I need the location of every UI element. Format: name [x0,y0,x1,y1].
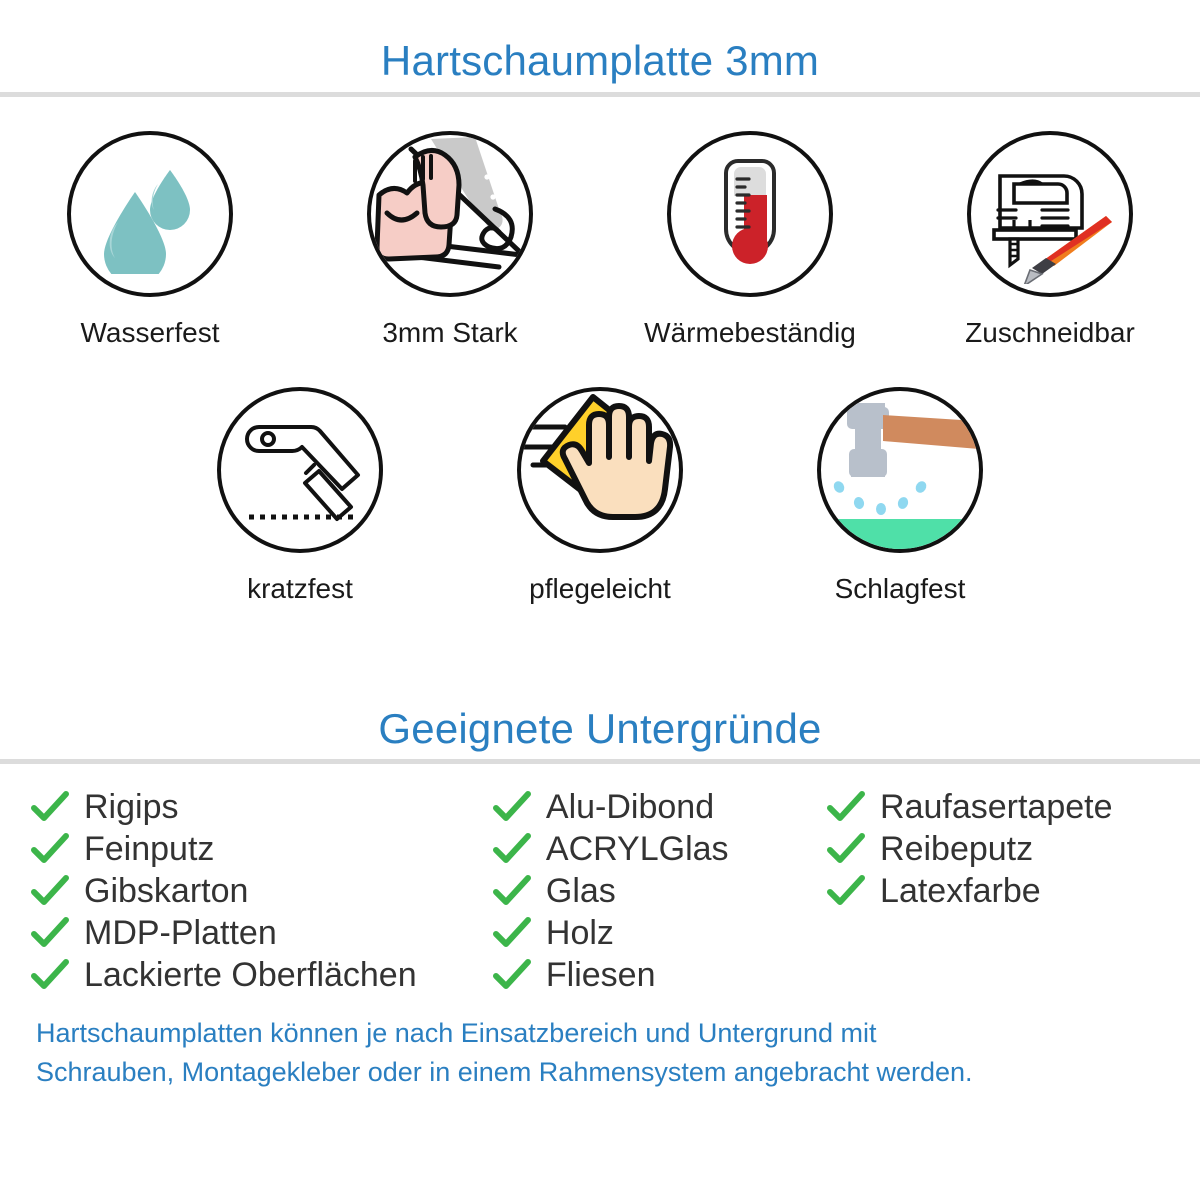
feature-schlagfest: Schlagfest [750,387,1050,605]
footer-line-2: Schrauben, Montagekleber oder in einem R… [36,1057,973,1088]
thermometer-icon [667,131,833,297]
list-item: Reibeputz [826,828,1170,870]
hammer-impact-icon [817,387,983,553]
feature-zuschneidbar: Zuschneidbar [900,131,1200,349]
divider-top [0,92,1200,97]
substrate-column-2: Alu-Dibond ACRYLGlas Glas Holz Fliesen [492,786,826,996]
check-icon [31,791,69,821]
divider-middle [0,759,1200,764]
list-item-label: Feinputz [84,830,215,868]
check-icon [492,959,531,989]
substrate-column-3: Raufasertapete Reibeputz Latexfarbe [826,786,1170,996]
feature-waermebestaendig: Wärmebeständig [600,131,900,349]
list-item-label: Raufasertapete [880,788,1113,826]
feature-label: Schlagfest [834,573,966,604]
list-item: Glas [492,870,826,912]
feature-label: Wasserfest [80,317,220,348]
list-item: Fliesen [492,954,826,996]
feature-label: 3mm Stark [382,317,518,348]
list-item: Alu-Dibond [492,786,826,828]
list-item: Lackierte Oberflächen [30,954,492,996]
feature-pflegeleicht: pflegeleicht [450,387,750,605]
check-icon [31,917,69,947]
list-item-label: Lackierte Oberflächen [84,956,417,994]
feature-row-1: Wasserfest [0,131,1200,349]
list-item: Raufasertapete [826,786,1170,828]
list-item-label: Glas [545,872,616,910]
list-item-label: Latexfarbe [880,872,1041,910]
flexing-arm-icon [367,131,533,297]
list-item: Rigips [30,786,492,828]
list-item-label: Gibskarton [84,872,249,910]
list-item: ACRYLGlas [492,828,826,870]
feature-wasserfest: Wasserfest [0,131,300,349]
check-icon [827,791,866,821]
list-item-label: Reibeputz [880,830,1034,868]
check-icon [492,833,531,863]
list-item-label: Holz [545,914,614,952]
section-title-substrates: Geeignete Untergründe [378,705,822,752]
water-drops-icon [67,131,233,297]
check-icon [827,833,866,863]
page-title: Hartschaumplatte 3mm [380,37,820,84]
cutter-knife-icon [217,387,383,553]
feature-label: Zuschneidbar [965,317,1135,348]
substrate-column-1: Rigips Feinputz Gibskarton MDP-Platten L… [30,786,492,996]
check-icon [31,833,69,863]
list-item-label: Rigips [84,788,179,826]
check-icon [827,875,866,905]
footer-note: Hartschaumplatten können je nach Einsatz… [0,996,1200,1092]
feature-label: Wärmebeständig [644,317,856,348]
feature-label: kratzfest [247,573,353,604]
list-item: MDP-Platten [30,912,492,954]
list-item: Latexfarbe [826,870,1170,912]
footer-line-1: Hartschaumplatten können je nach Einsatz… [36,1018,877,1048]
check-icon [492,875,531,905]
feature-label: pflegeleicht [529,573,671,604]
list-item-label: Alu-Dibond [545,788,715,826]
check-icon [492,917,531,947]
substrate-checklist: Rigips Feinputz Gibskarton MDP-Platten L… [0,764,1200,996]
list-item-label: Fliesen [545,956,656,994]
list-item: Feinputz [30,828,492,870]
check-icon [31,959,69,989]
check-icon [31,875,69,905]
list-item-label: ACRYLGlas [545,830,729,868]
feature-kratzfest: kratzfest [150,387,450,605]
list-item: Holz [492,912,826,954]
hand-cloth-icon [517,387,683,553]
feature-row-2: kratzfest pflegeleicht [0,387,1200,605]
check-icon [492,791,531,821]
list-item: Gibskarton [30,870,492,912]
jigsaw-knife-icon [967,131,1133,297]
list-item-label: MDP-Platten [84,914,277,952]
feature-3mm-stark: 3mm Stark [300,131,600,349]
